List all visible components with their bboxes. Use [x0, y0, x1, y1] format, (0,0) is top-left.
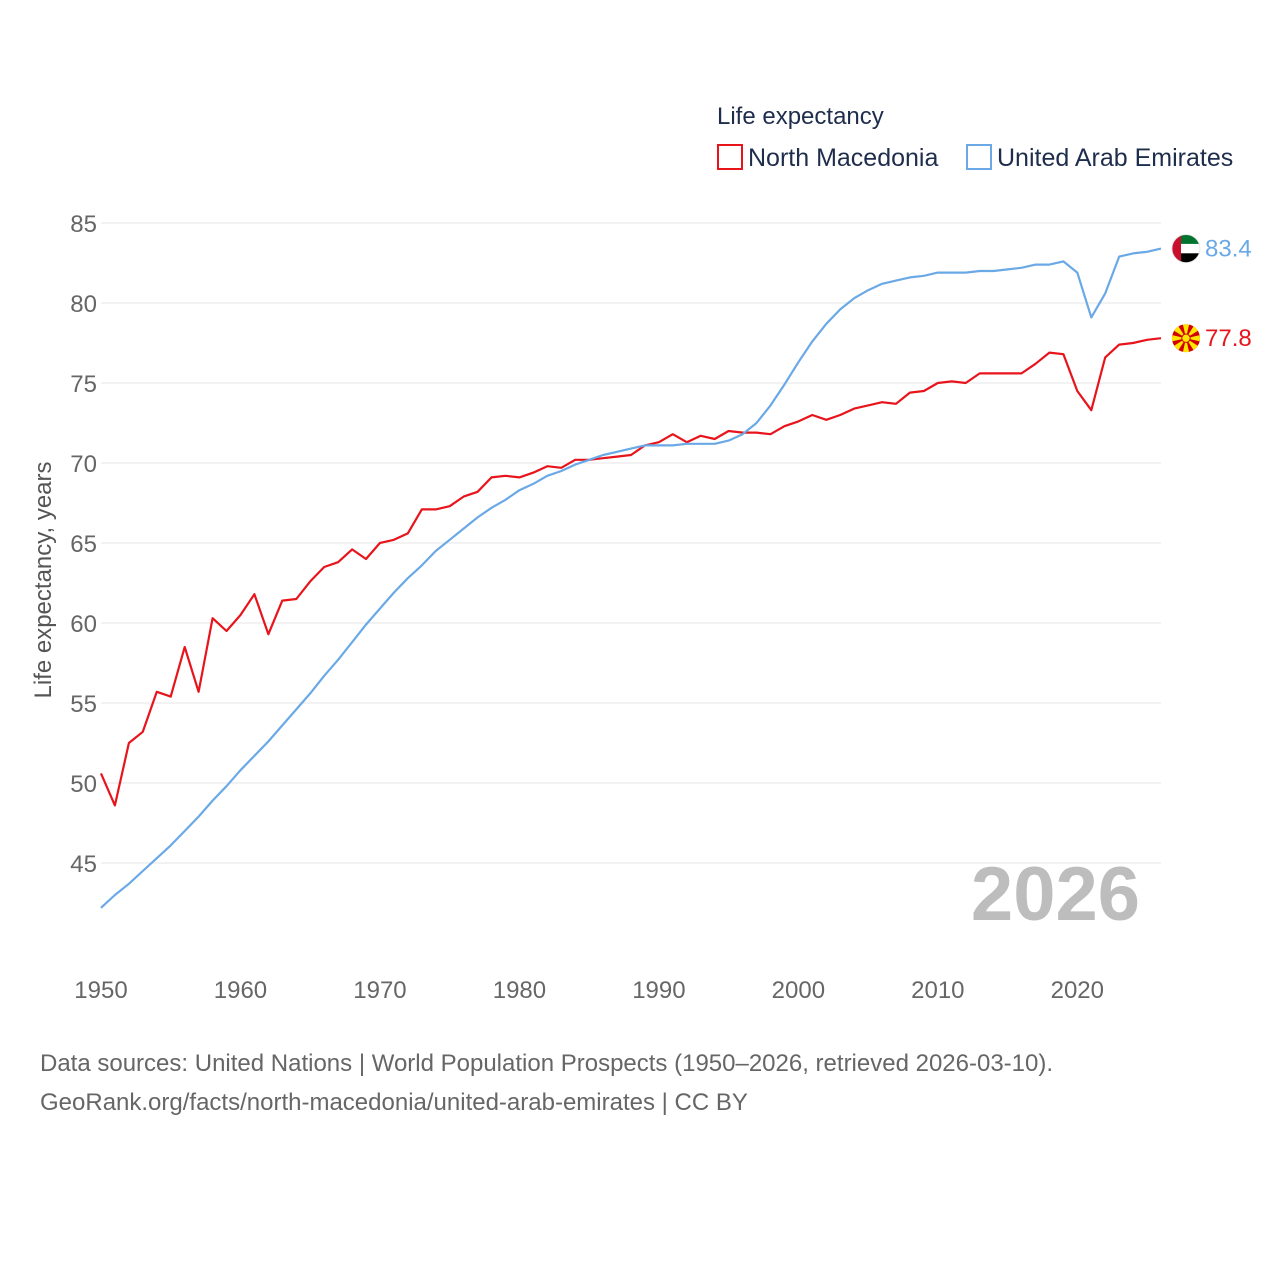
- legend-swatch-uae: [966, 144, 992, 170]
- y-tick-label-45: 45: [70, 851, 97, 878]
- series-lines: [99, 247, 1162, 909]
- source-line-1: Data sources: United Nations | World Pop…: [40, 1050, 1054, 1077]
- legend-label-uae: United Arab Emirates: [997, 144, 1233, 172]
- y-tick-label-55: 55: [70, 691, 97, 718]
- grid-lines: [101, 222, 1161, 864]
- legend-swatch-north-macedonia: [717, 144, 743, 170]
- north-macedonia-flag-icon: [1172, 324, 1200, 353]
- y-tick-label-65: 65: [70, 531, 97, 558]
- legend-label-north-macedonia: North Macedonia: [748, 144, 938, 172]
- x-tick-label-1980: 1980: [493, 977, 546, 1004]
- x-tick-label-1990: 1990: [632, 977, 685, 1004]
- x-tick-label-2010: 2010: [911, 977, 964, 1004]
- life-expectancy-chart: 45 50 55 60 65 70 75 80 85 1950 1960 1970 1980 1990 2…: [30, 103, 1252, 1004]
- y-tick-label-75: 75: [70, 371, 97, 398]
- x-tick-label-2000: 2000: [772, 977, 825, 1004]
- series-line-uae: [100, 247, 1162, 909]
- sun-ray: [1181, 338, 1191, 353]
- source-note: Data sources: United Nations | World Pop…: [40, 1044, 1053, 1122]
- y-tick-label-50: 50: [70, 771, 97, 798]
- sun-ray: [1172, 333, 1186, 343]
- x-tick-label-1960: 1960: [214, 977, 267, 1004]
- uae-flag-icon: [1171, 234, 1201, 264]
- x-tick-label-2020: 2020: [1051, 977, 1104, 1004]
- legend-title: Life expectancy: [717, 103, 884, 130]
- end-value-north-macedonia: 77.8: [1205, 325, 1252, 352]
- series-line-north-macedonia: [99, 337, 1162, 807]
- x-axis-ticks: 1950 1960 1970 1980 1990 2000 2010 2020: [74, 977, 1104, 1004]
- x-tick-label-1970: 1970: [353, 977, 406, 1004]
- sun-ray: [1186, 333, 1200, 343]
- y-axis-ticks: 45 50 55 60 65 70 75 80 85: [70, 211, 97, 878]
- y-axis-title: Life expectancy, years: [30, 461, 57, 698]
- y-tick-label-70: 70: [70, 451, 97, 478]
- x-tick-label-1950: 1950: [74, 977, 127, 1004]
- end-value-uae: 83.4: [1205, 236, 1252, 263]
- y-tick-label-85: 85: [70, 211, 97, 238]
- year-watermark: 2026: [971, 852, 1140, 937]
- source-line-2[interactable]: GeoRank.org/facts/north-macedonia/united…: [40, 1089, 748, 1116]
- y-tick-label-80: 80: [70, 291, 97, 318]
- sun-ray: [1181, 324, 1191, 339]
- legend: Life expectancy North Macedonia United A…: [717, 103, 1233, 172]
- y-tick-label-60: 60: [70, 611, 97, 638]
